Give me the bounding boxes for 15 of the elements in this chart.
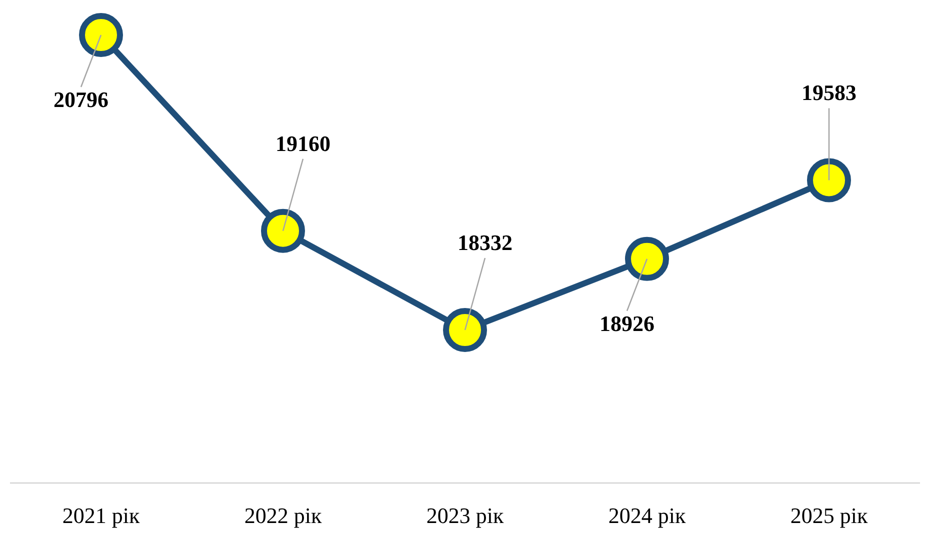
x-tick-label: 2022 рік [244, 503, 322, 528]
point [807, 158, 851, 202]
point [261, 208, 305, 253]
x-tick-label: 2021 рік [62, 503, 140, 528]
data-label: 18926 [600, 310, 654, 336]
data-label: 20796 [54, 87, 108, 112]
data-label: 18332 [458, 230, 512, 255]
x-tick-label: 2023 рік [426, 503, 504, 528]
data-label: 19160 [276, 130, 330, 156]
x-tick-label: 2025 рік [790, 503, 868, 528]
point [79, 13, 123, 57]
point [625, 236, 669, 281]
data-label: 19583 [802, 80, 856, 106]
point [443, 308, 487, 352]
x-tick-label: 2024 рік [608, 503, 686, 528]
